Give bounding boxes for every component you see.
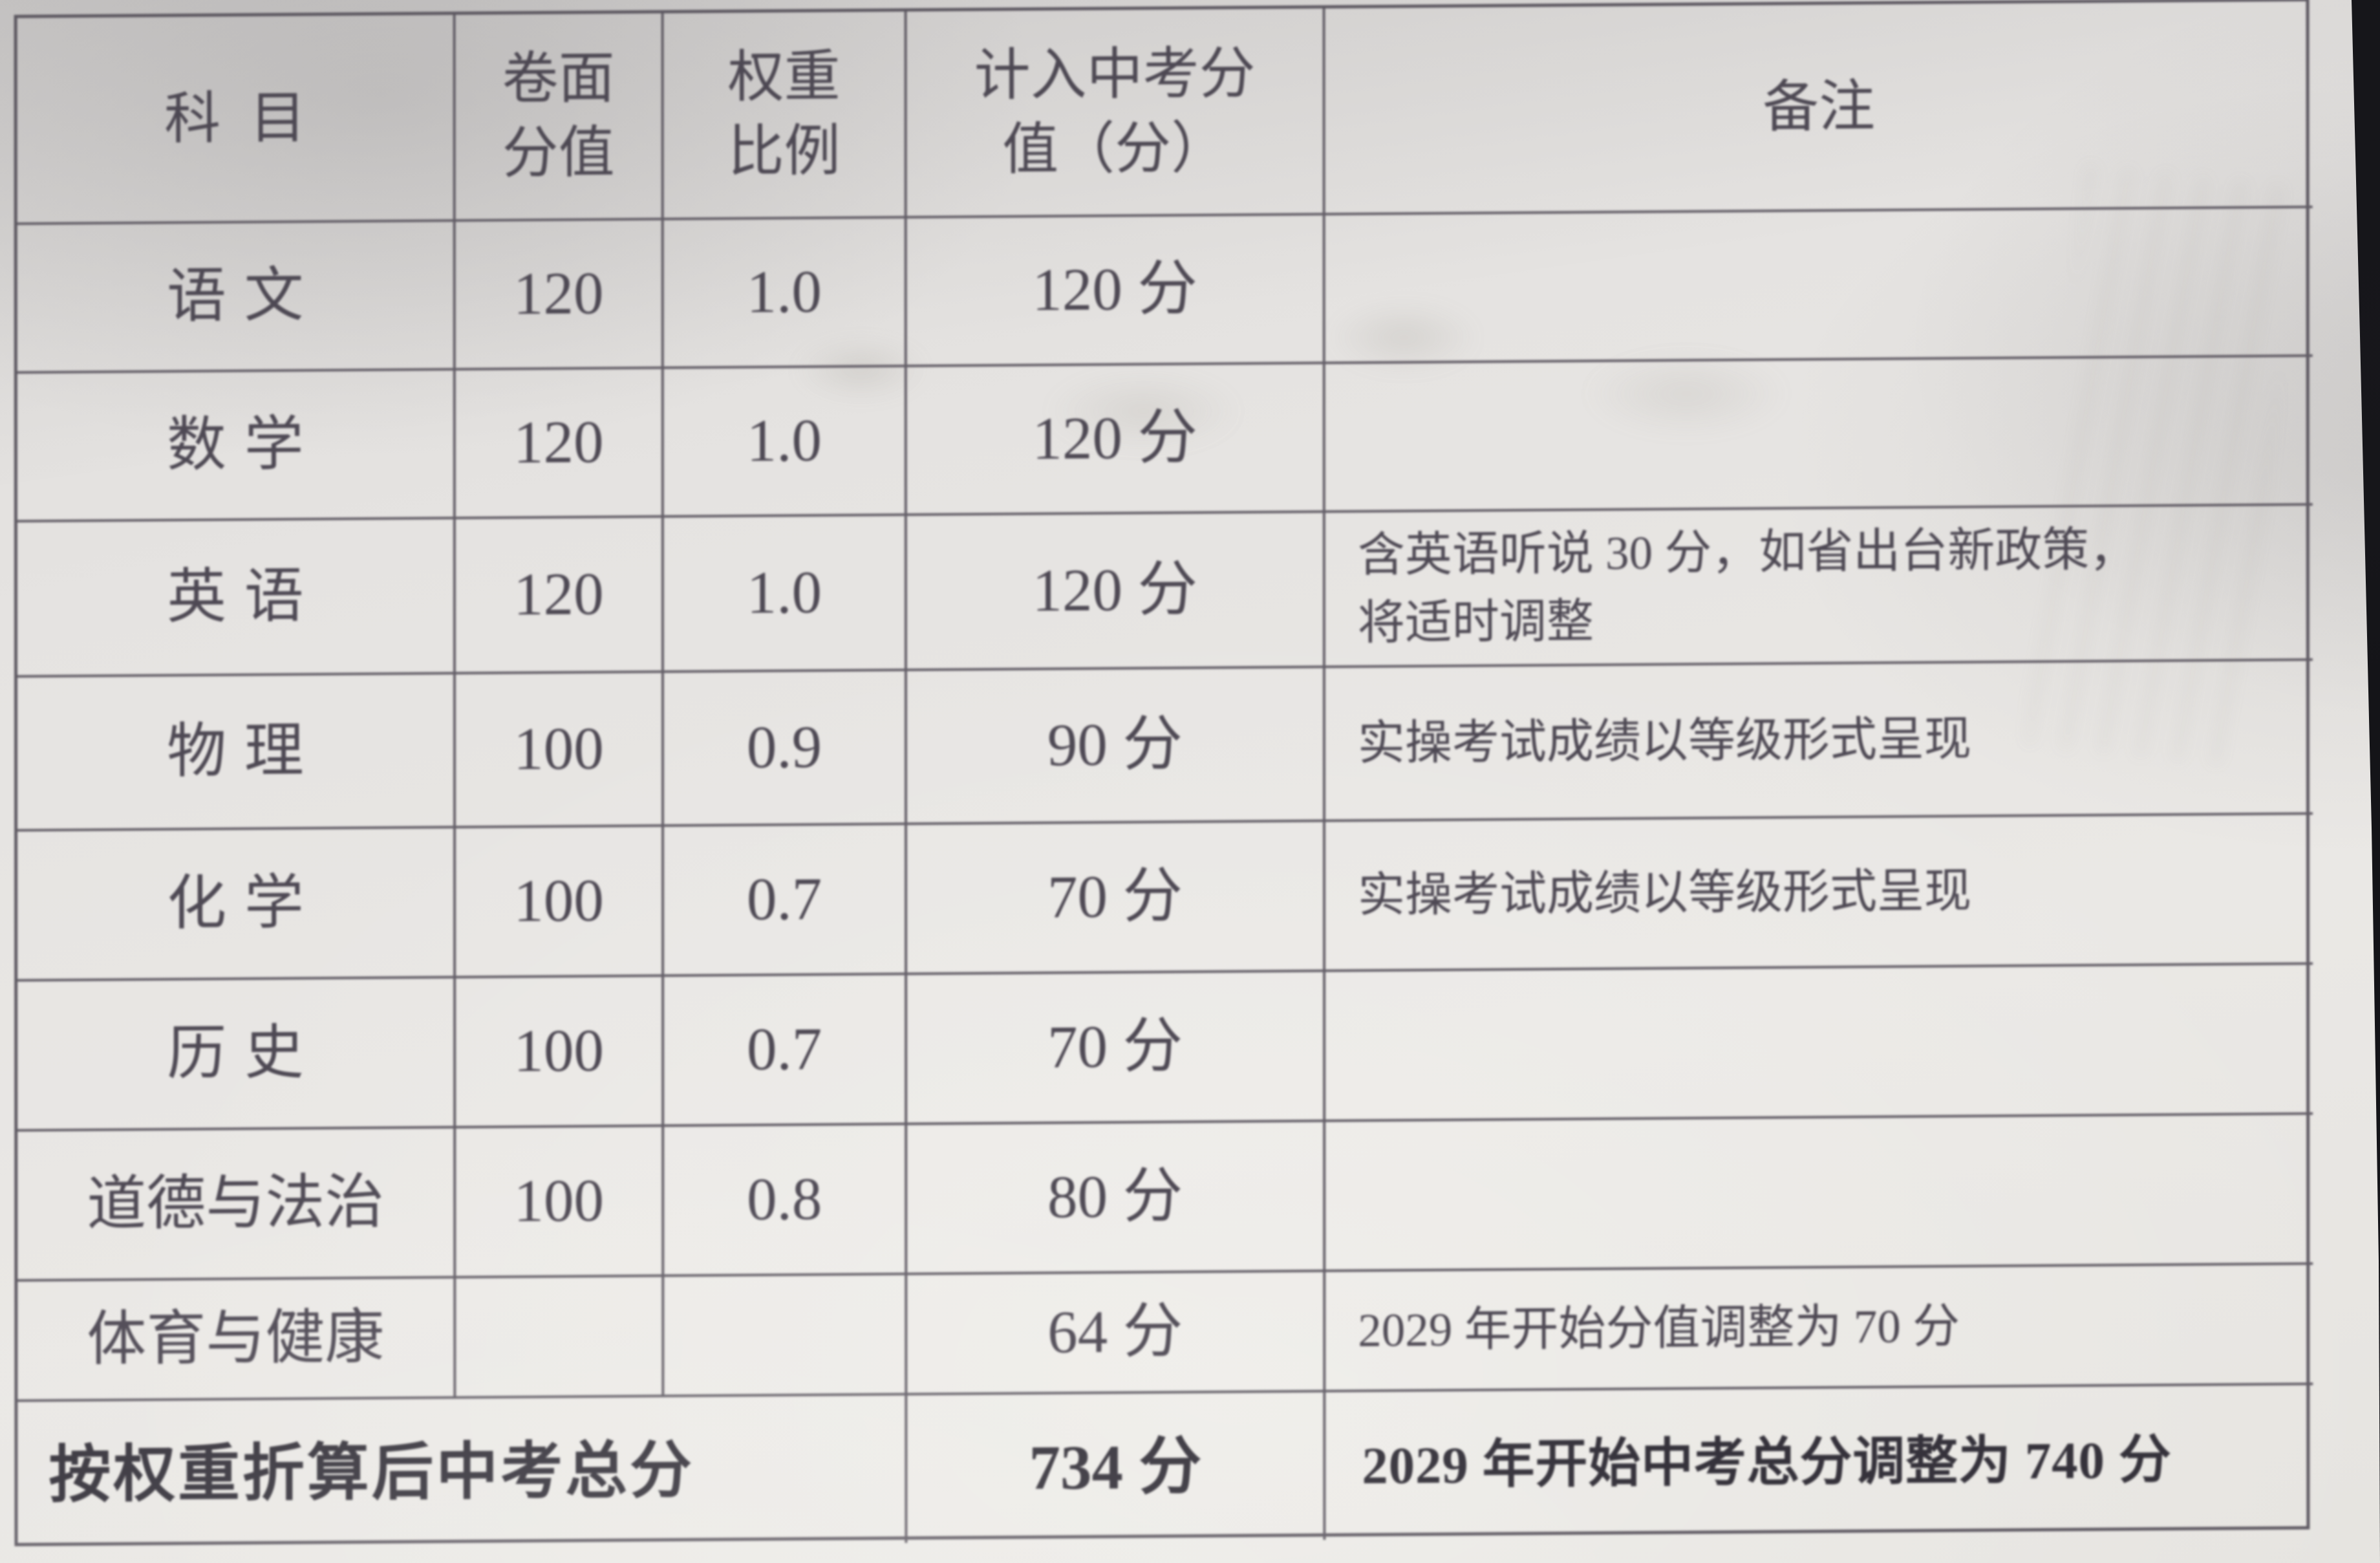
counted-score-cell: 120 分	[906, 215, 1325, 367]
weight-cell: 0.7	[664, 975, 908, 1127]
paper-score-cell	[456, 1277, 665, 1399]
paper-score-cell: 120	[455, 220, 664, 371]
subject-cell: 数学	[17, 370, 456, 523]
remark-text: 实操考试成绩以等级形式呈现	[1357, 713, 1971, 770]
subject-cell: 体育与健康	[17, 1278, 456, 1402]
remark-cell	[1325, 208, 2313, 365]
remark-cell: 实操考试成绩以等级形式呈现	[1325, 814, 2313, 973]
weight-cell: 1.0	[663, 218, 907, 369]
header-paper-score: 卷面 分值	[455, 13, 664, 222]
counted-score-cell: 120 分	[906, 513, 1325, 671]
remark-text: 2029 年开始中考总分调整为 740 分	[1362, 1430, 2172, 1495]
remark-cell: 含英语听说 30 分，如省出台新政策， 将适时调整	[1325, 505, 2313, 669]
subject-cell: 英语	[17, 519, 456, 678]
remark-cell	[1325, 964, 2313, 1123]
remark-text: 2029 年开始分值调整为 70 分	[1358, 1300, 1960, 1357]
paper-score-cell: 120	[455, 369, 664, 519]
total-label-cell: 按权重折算后中考总分	[17, 1395, 908, 1550]
paper-score-cell: 100	[456, 826, 665, 979]
remark-cell: 实操考试成绩以等级形式呈现	[1325, 660, 2313, 823]
counted-score-cell: 80 分	[907, 1122, 1326, 1275]
subject-cell: 物理	[17, 674, 456, 832]
remark-cell	[1325, 356, 2313, 513]
subject-cell: 语文	[17, 221, 456, 374]
counted-score-cell: 120 分	[906, 364, 1325, 516]
header-subject: 科目	[17, 14, 456, 225]
weight-cell: 0.9	[663, 671, 908, 827]
paper-score-cell: 100	[456, 976, 665, 1129]
weight-cell: 0.8	[664, 1125, 908, 1277]
header-text: 计入中考分	[974, 42, 1256, 107]
header-weight-ratio: 权重 比例	[663, 11, 907, 221]
total-score-cell: 734 分	[907, 1392, 1326, 1543]
header-text: 权重	[727, 45, 841, 109]
header-remark: 备注	[1325, 1, 2313, 216]
paper-score-cell: 100	[455, 673, 665, 829]
header-text: 分值	[502, 121, 615, 185]
subject-cell: 化学	[17, 828, 456, 982]
counted-score-cell: 70 分	[907, 822, 1326, 975]
header-counted-score: 计入中考分 值（分）	[906, 8, 1325, 219]
subject-cell: 历史	[17, 978, 456, 1132]
weight-cell: 1.0	[663, 515, 907, 673]
total-remark-cell: 2029 年开始中考总分调整为 740 分	[1325, 1385, 2313, 1540]
weight-cell: 0.7	[664, 825, 908, 977]
weight-cell: 1.0	[663, 367, 907, 518]
subject-cell: 道德与法治	[17, 1128, 456, 1282]
remark-text: 含英语听说 30 分，如省出台新政策，	[1357, 523, 2137, 581]
header-text: 科目	[164, 85, 336, 150]
remark-cell	[1325, 1114, 2313, 1273]
paper-score-cell: 120	[455, 517, 664, 675]
header-text: 值（分）	[1002, 116, 1228, 181]
remark-cell: 2029 年开始分值调整为 70 分	[1325, 1264, 2313, 1393]
score-table: 科目 卷面 分值 权重 比例 计入中考分 值（分） 备注 语文 120 1.0 …	[14, 0, 2313, 1550]
counted-score-cell: 70 分	[907, 972, 1326, 1125]
paper-score-cell: 100	[456, 1126, 665, 1279]
remark-text: 实操考试成绩以等级形式呈现	[1358, 865, 1972, 922]
remark-text: 将适时调整	[1357, 595, 1594, 649]
header-text: 备注	[1763, 74, 1876, 138]
header-text: 比例	[727, 119, 841, 183]
header-text: 卷面	[502, 47, 615, 111]
counted-score-cell: 90 分	[906, 668, 1326, 825]
weight-cell	[664, 1275, 908, 1397]
counted-score-cell: 64 分	[907, 1272, 1326, 1396]
